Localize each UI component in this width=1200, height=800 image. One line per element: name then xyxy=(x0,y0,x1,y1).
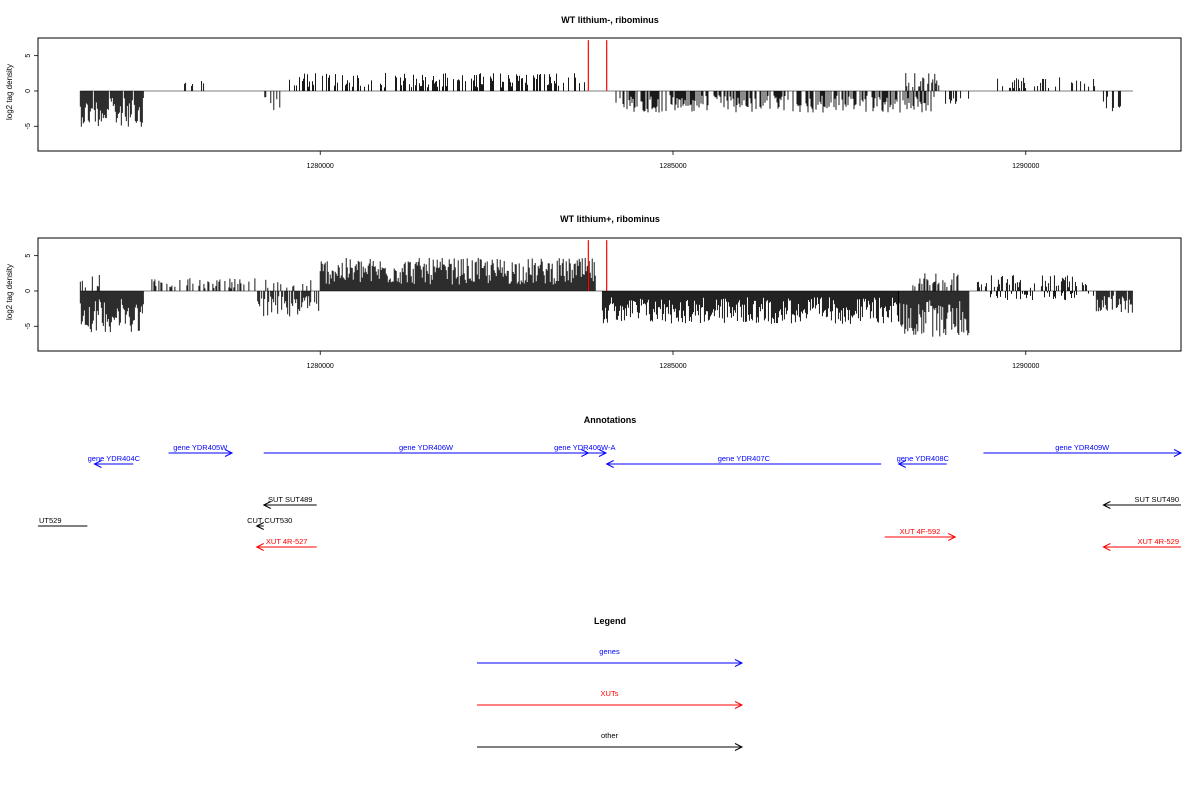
arrow-head-icon xyxy=(93,460,102,468)
x-tick-label: 1285000 xyxy=(659,163,686,170)
arrow-head-icon xyxy=(734,743,744,751)
other-label: UT529 xyxy=(39,516,62,525)
legend-label: XUTs xyxy=(601,689,619,698)
arrow-head-icon xyxy=(1102,501,1111,509)
arrow-head-icon xyxy=(255,543,264,551)
y-axis: -5 0 5 xyxy=(25,254,38,329)
x-axis: 1280000 1285000 1290000 xyxy=(307,351,1040,370)
track-panel-lithium-plus: WT lithium+, ribominus log2 tag density … xyxy=(5,214,1182,370)
arrow-head-icon xyxy=(734,701,744,709)
annotations-title: Annotations xyxy=(584,415,637,425)
arrow-head-icon xyxy=(947,533,957,541)
other-feature: SUT SUT489 xyxy=(262,495,317,509)
gene-feature: gene YDR407C xyxy=(605,454,882,468)
gene-label: gene YDR406W xyxy=(399,443,454,452)
arrow-head-icon xyxy=(734,659,744,667)
gene-label: gene YDR405W xyxy=(173,443,228,452)
y-tick-label: -5 xyxy=(25,123,32,129)
other-label: CUT CUT530 xyxy=(247,516,292,525)
legend-item-xuts: XUTs xyxy=(477,689,744,709)
legend-label: genes xyxy=(599,647,620,656)
legend-items: genes XUTs other xyxy=(477,647,744,751)
arrow-head-icon xyxy=(897,460,907,468)
arrow-head-icon xyxy=(224,449,234,457)
arrow-head-icon xyxy=(1173,449,1183,457)
xut-label: XUT 4R-527 xyxy=(266,537,308,546)
gene-label: gene YDR407C xyxy=(718,454,771,463)
arrow-head-icon xyxy=(255,522,264,530)
marker-lines xyxy=(587,240,608,291)
gene-feature: gene YDR409W xyxy=(983,443,1183,457)
other-label: SUT SUT490 xyxy=(1135,495,1179,504)
other-label: SUT SUT489 xyxy=(268,495,312,504)
y-tick-label: 0 xyxy=(25,289,32,293)
plot-frame xyxy=(37,237,1182,352)
x-tick-label: 1280000 xyxy=(307,163,334,170)
x-tick-label: 1290000 xyxy=(1012,363,1039,370)
arrow-head-icon xyxy=(262,501,272,509)
panel-title: WT lithium-, ribominus xyxy=(561,15,659,25)
arrow-head-icon xyxy=(1102,543,1111,551)
y-axis-label: log2 tag density xyxy=(5,64,14,120)
gene-feature: gene YDR408C xyxy=(897,454,950,468)
y-tick-label: 5 xyxy=(25,254,32,258)
other-feature: UT529 xyxy=(38,516,88,527)
plot-frame xyxy=(37,37,1182,152)
gene-feature: gene YDR404C xyxy=(88,454,141,468)
y-tick-label: 5 xyxy=(25,54,32,58)
xut-feature: XUT 4R-527 xyxy=(255,537,317,551)
legend-label: other xyxy=(601,731,619,740)
x-tick-label: 1285000 xyxy=(659,363,686,370)
other-feature: CUT CUT530 xyxy=(247,516,292,530)
track-panel-lithium-minus: WT lithium-, ribominus log2 tag density … xyxy=(5,15,1182,170)
y-tick-label: -5 xyxy=(25,323,32,329)
gene-label: gene YDR408C xyxy=(897,454,950,463)
gene-label: gene YDR406W-A xyxy=(554,443,615,452)
xut-feature: XUT 4R-529 xyxy=(1102,537,1181,551)
legend-item-other: other xyxy=(477,731,744,751)
other-feature: SUT SUT490 xyxy=(1102,495,1181,509)
arrow-head-icon xyxy=(598,449,608,457)
gene-feature: gene YDR406W xyxy=(263,443,590,457)
legend-title: Legend xyxy=(594,616,626,626)
y-tick-label: 0 xyxy=(25,89,32,93)
x-tick-label: 1280000 xyxy=(307,363,334,370)
y-axis-label: log2 tag density xyxy=(5,264,14,320)
legend: Legend genes XUTs other xyxy=(477,616,744,751)
marker-lines xyxy=(587,40,608,91)
xut-label: XUT 4F-592 xyxy=(900,527,941,536)
gene-label: gene YDR404C xyxy=(88,454,141,463)
panel-title: WT lithium+, ribominus xyxy=(560,214,660,224)
gene-feature: gene YDR406W-A xyxy=(554,443,616,457)
x-axis: 1280000 1285000 1290000 xyxy=(307,151,1040,170)
xut-label: XUT 4R-529 xyxy=(1137,537,1179,546)
x-tick-label: 1290000 xyxy=(1012,163,1039,170)
gene-label: gene YDR409W xyxy=(1055,443,1110,452)
arrow-head-icon xyxy=(605,460,614,468)
legend-item-genes: genes xyxy=(477,647,744,667)
y-axis: -5 0 5 xyxy=(25,54,38,129)
xut-feature: XUT 4F-592 xyxy=(884,527,957,541)
annotation-features: gene YDR404C gene YDR405W gene YDR406W gene… xyxy=(38,443,1183,551)
signal-bars xyxy=(79,72,1134,127)
gene-feature: gene YDR405W xyxy=(168,443,234,457)
